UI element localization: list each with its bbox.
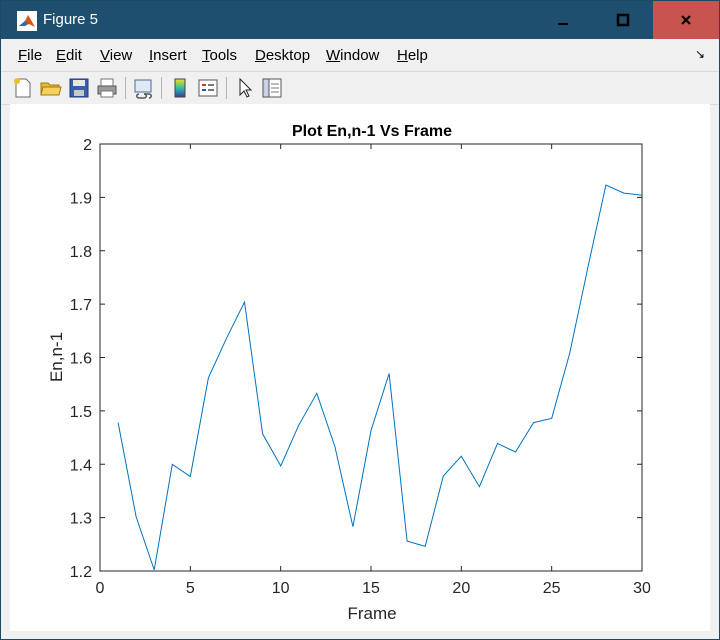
- y-tick-label: 2: [83, 137, 92, 154]
- title-bar[interactable]: Figure 5: [1, 1, 719, 39]
- x-tick-label: 15: [362, 580, 380, 597]
- edit-plot-icon[interactable]: [233, 76, 257, 100]
- open-file-icon[interactable]: [39, 76, 63, 100]
- new-figure-icon[interactable]: [11, 76, 35, 100]
- x-tick-label: 25: [543, 580, 561, 597]
- menu-file[interactable]: File: [18, 47, 43, 64]
- x-tick-label: 5: [186, 580, 195, 597]
- toolbar-separator: [226, 77, 227, 99]
- axes-box: [99, 143, 643, 572]
- y-tick-label: 1.7: [70, 297, 92, 314]
- y-tick-label: 1.8: [70, 244, 92, 261]
- maximize-button[interactable]: [593, 1, 653, 39]
- property-editor-icon[interactable]: [260, 76, 284, 100]
- y-tick-label: 1.5: [70, 404, 92, 421]
- menu-bar: File Edit View Insert Tools Desktop Wind…: [1, 39, 719, 71]
- axes: 0 5 10 15 20 25 30 1.2 1.3 1.4 1.5 1.6 1.7 1.8 1.9 2: [70, 137, 651, 597]
- close-button[interactable]: [653, 1, 719, 39]
- x-tick-label: 0: [96, 580, 105, 597]
- minimize-button[interactable]: [533, 1, 593, 39]
- chart-title: Plot En,n-1 Vs Frame: [292, 123, 452, 140]
- y-tick-label: 1.6: [70, 351, 92, 368]
- y-tick-label: 1.2: [70, 564, 92, 581]
- save-icon[interactable]: [67, 76, 91, 100]
- menu-desktop[interactable]: Desktop: [255, 47, 311, 64]
- matlab-logo-icon: [17, 11, 37, 31]
- y-tick-label: 1.9: [70, 190, 92, 207]
- menu-insert[interactable]: Insert: [149, 47, 187, 64]
- window-title: Figure 5: [43, 11, 99, 28]
- y-axis-label: En,n-1: [47, 332, 66, 382]
- legend-icon[interactable]: [196, 76, 220, 100]
- menu-view[interactable]: View: [100, 47, 133, 64]
- colorbar-icon[interactable]: [168, 76, 192, 100]
- menu-overflow-icon[interactable]: ↘: [694, 47, 705, 61]
- menu-window[interactable]: Window: [326, 47, 380, 64]
- line-chart[interactable]: Plot En,n-1 Vs Frame 0 5 10 15 20 25 30 1.2 1.3 1…: [10, 104, 710, 631]
- series-line: [117, 184, 643, 571]
- y-tick-label: 1.4: [70, 457, 92, 474]
- x-tick-label: 20: [452, 580, 470, 597]
- toolbar-separator: [125, 77, 126, 99]
- x-axis-label: Frame: [347, 604, 396, 623]
- x-tick-label: 10: [272, 580, 290, 597]
- menu-tools[interactable]: Tools: [202, 47, 238, 64]
- menu-help[interactable]: Help: [397, 47, 428, 64]
- plot-canvas[interactable]: Plot En,n-1 Vs Frame 0 5 10 15 20 25 30 1.2 1.3 1…: [10, 104, 710, 631]
- x-tick-label: 30: [633, 580, 651, 597]
- toolbar: [1, 71, 719, 105]
- print-icon[interactable]: [95, 76, 119, 100]
- y-tick-label: 1.3: [70, 511, 92, 528]
- link-plot-icon[interactable]: [132, 76, 156, 100]
- menu-edit[interactable]: Edit: [56, 47, 82, 64]
- toolbar-separator: [161, 77, 162, 99]
